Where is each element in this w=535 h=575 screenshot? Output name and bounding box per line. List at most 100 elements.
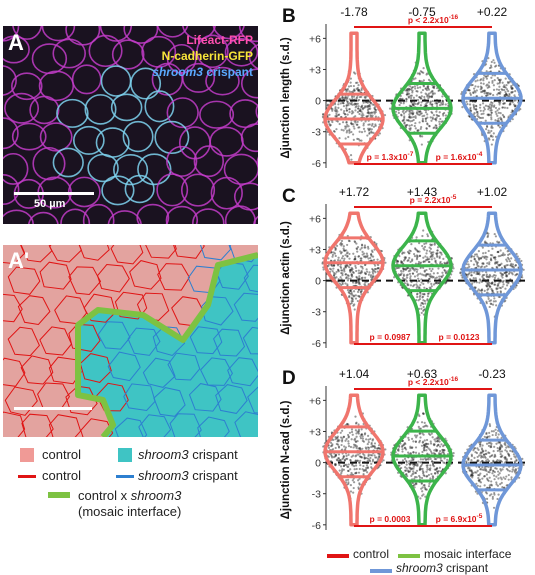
data-point [346,243,349,247]
data-point [414,247,417,250]
data-point [480,86,483,89]
cell-outline [110,93,143,122]
data-point [438,445,442,448]
y-tick-label: -6 [312,158,321,170]
cell-outline [67,176,101,208]
data-point [497,124,500,127]
data-point [357,107,360,110]
data-point [510,257,513,260]
data-point [475,111,479,114]
data-point [359,455,362,458]
data-point [340,440,344,443]
data-point [409,94,412,97]
data-point [470,472,474,475]
data-point [480,280,483,283]
data-point [507,82,510,85]
data-point [357,423,360,426]
cell-outline [255,103,258,119]
data-point [360,95,363,98]
panel-label: C [282,186,296,207]
data-point [374,108,377,111]
data-point [432,460,435,464]
data-point [410,459,413,462]
data-point [370,454,374,457]
data-point [418,467,422,470]
segmented-cell [145,245,177,259]
data-point [496,82,499,85]
data-point [490,483,493,486]
data-point [410,99,413,102]
data-point [481,274,484,277]
cell-outline [212,26,245,40]
data-point [366,111,369,115]
data-point [352,281,355,284]
data-point [503,265,506,269]
legend-control-fill: control [42,447,82,462]
data-point [409,277,412,280]
data-point [343,98,346,101]
data-point [492,461,495,464]
data-point [438,255,441,258]
data-point [435,98,439,102]
data-point [417,129,420,132]
data-point [431,477,434,480]
data-point [438,440,441,443]
data-point [509,278,512,281]
data-point [360,130,364,134]
violin-outline [323,393,385,527]
data-point [332,130,336,133]
data-point [341,101,344,104]
data-point [475,261,478,264]
data-point [412,451,415,454]
data-point [473,456,476,459]
data-point [399,273,402,276]
data-point [497,117,500,120]
data-point [349,103,353,106]
data-point [337,278,340,281]
data-point [357,431,360,434]
data-point [494,261,497,264]
data-point [407,283,410,287]
data-point [350,438,353,441]
data-point [354,72,357,75]
data-point [348,269,352,272]
data-point [365,105,369,108]
data-point [510,264,513,267]
data-point [490,287,493,291]
data-point [357,279,360,282]
data-point [439,117,442,121]
data-point [424,457,427,460]
data-point [334,463,337,467]
median-label: -0.75 [408,5,436,19]
data-point [340,471,343,474]
data-point [497,477,500,480]
data-point [474,100,477,103]
data-point [419,272,422,275]
data-point [491,79,494,83]
data-point [500,450,504,453]
data-point [439,101,443,104]
data-point [505,92,508,96]
data-point [423,245,427,248]
data-point [494,428,497,431]
data-point [357,269,360,272]
data-point [398,100,401,103]
data-point [430,472,433,476]
data-point [431,117,434,120]
data-point [503,442,506,445]
data-point [344,125,347,128]
data-point [477,265,480,268]
data-point [406,267,410,270]
data-point [488,486,491,489]
data-point [504,90,507,94]
data-point [435,252,438,255]
data-point [337,113,341,116]
data-point [446,260,449,263]
data-point [401,262,404,265]
data-point [347,478,350,481]
cell-outline [107,210,142,224]
data-point [498,286,501,289]
data-point [352,133,355,136]
data-point [481,459,484,463]
data-point [432,443,435,446]
